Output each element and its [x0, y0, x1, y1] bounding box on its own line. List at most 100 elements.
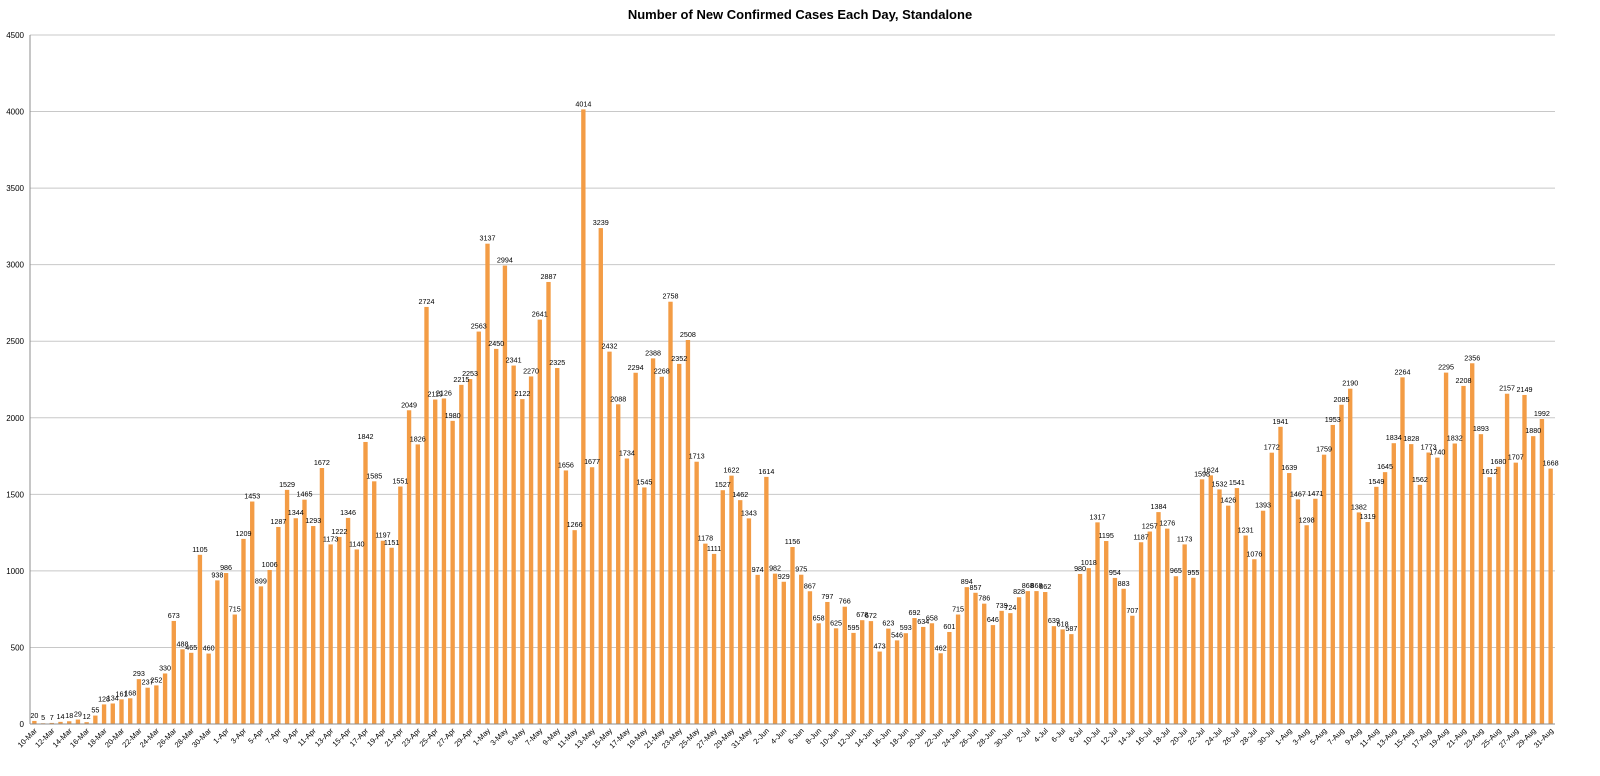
data-label: 1562 — [1412, 475, 1428, 484]
data-label: 1317 — [1090, 512, 1106, 521]
bar — [476, 331, 481, 724]
bar — [302, 499, 307, 724]
bar — [189, 652, 194, 724]
y-tick-label: 1000 — [6, 567, 24, 576]
data-label: 1426 — [1220, 496, 1236, 505]
bar — [1217, 489, 1222, 724]
bar — [1025, 591, 1030, 724]
data-label: 2641 — [532, 310, 548, 319]
data-label: 1622 — [724, 466, 740, 475]
bar — [75, 719, 81, 724]
bar — [250, 501, 255, 724]
x-tick-label: 14-Jul — [1116, 726, 1137, 747]
data-label: 862 — [1039, 582, 1051, 591]
bar — [1138, 542, 1144, 724]
data-label: 894 — [961, 577, 973, 586]
data-label: 929 — [778, 572, 790, 581]
bar — [1112, 577, 1118, 724]
bar — [799, 574, 804, 724]
data-label: 974 — [752, 565, 764, 574]
data-label: 1532 — [1212, 479, 1228, 488]
bar — [912, 618, 917, 724]
bar — [842, 606, 847, 724]
bar — [1104, 541, 1109, 724]
data-label: 1585 — [366, 471, 382, 480]
data-label: 1740 — [1429, 448, 1445, 457]
bar — [1382, 472, 1388, 724]
bar — [1400, 377, 1405, 724]
bar — [154, 685, 159, 724]
bar — [32, 720, 37, 724]
data-label: 2119 — [427, 390, 442, 399]
data-label: 1668 — [1543, 459, 1559, 468]
data-label: 2341 — [506, 356, 522, 365]
data-label: 1111 — [707, 544, 721, 553]
data-label: 1828 — [1403, 434, 1419, 443]
bar — [973, 592, 978, 724]
data-label: 1759 — [1316, 445, 1332, 454]
bar — [311, 526, 316, 724]
bar — [711, 553, 717, 724]
bars — [32, 109, 1553, 725]
data-label: 2450 — [488, 339, 504, 348]
data-label: 678 — [856, 610, 868, 619]
x-tick-label: 4-Jun — [769, 726, 789, 746]
data-label: 1834 — [1386, 433, 1402, 442]
data-label: 1467 — [1290, 489, 1306, 498]
data-label: 546 — [891, 630, 903, 639]
bar — [1252, 559, 1257, 724]
bar — [1226, 505, 1231, 724]
bar — [1278, 426, 1283, 724]
data-label: 1287 — [270, 517, 286, 526]
bar — [1077, 573, 1083, 724]
bar — [276, 526, 281, 724]
x-tick-label: 1-May — [471, 726, 492, 747]
bar — [215, 580, 220, 724]
bar — [642, 487, 647, 724]
data-label: 2887 — [541, 272, 557, 281]
data-label: 672 — [865, 611, 877, 620]
x-tick-label: 24-Jul — [1203, 726, 1224, 747]
bar — [1147, 531, 1152, 724]
data-label: 2088 — [610, 394, 626, 403]
bar — [1531, 436, 1536, 724]
data-label: 2126 — [436, 388, 452, 397]
bar — [589, 467, 595, 724]
bar — [1348, 388, 1353, 724]
data-label: 1953 — [1325, 415, 1341, 424]
data-label: 1209 — [236, 529, 252, 538]
x-tick-label: 26-Jul — [1221, 726, 1242, 747]
bar — [1365, 522, 1370, 724]
bar — [1461, 385, 1466, 724]
bar — [1287, 473, 1292, 724]
y-tick-label: 3000 — [6, 261, 24, 270]
data-label: 2268 — [654, 367, 670, 376]
bar — [67, 721, 72, 724]
bar — [1356, 512, 1362, 724]
bar — [955, 614, 961, 724]
data-label: 975 — [795, 565, 807, 574]
data-label: 1453 — [244, 492, 260, 501]
data-label: 161 — [116, 689, 128, 698]
bar — [433, 399, 438, 724]
bar — [563, 470, 569, 724]
x-tick-label: 18-Jul — [1151, 726, 1172, 747]
x-tick-label: 16-Jul — [1134, 726, 1155, 747]
x-tick-label: 7-Apr — [264, 726, 284, 746]
x-tick-label: 4-Jul — [1032, 726, 1050, 744]
data-label: 954 — [1109, 568, 1121, 577]
bar — [677, 363, 682, 724]
bar — [555, 368, 560, 724]
data-label: 462 — [935, 643, 947, 652]
data-label: 2264 — [1395, 367, 1411, 376]
x-tick-label: 30-Mar — [190, 726, 214, 750]
x-tick-label: 6-Jul — [1049, 726, 1067, 744]
bar — [180, 649, 185, 724]
bar — [1487, 477, 1492, 724]
bar — [511, 365, 516, 724]
data-label: 715 — [229, 605, 241, 614]
bar — [816, 623, 821, 724]
data-label: 2758 — [663, 292, 679, 301]
bar — [119, 699, 124, 724]
bar — [781, 581, 786, 724]
